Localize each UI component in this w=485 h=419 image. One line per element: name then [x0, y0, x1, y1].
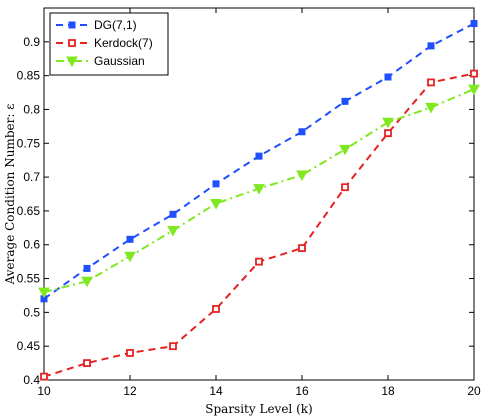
- legend-label: Kerdock(7): [94, 36, 153, 50]
- y-tick-label: 0.75: [17, 136, 41, 150]
- data-point: [470, 20, 478, 28]
- data-point: [83, 359, 91, 367]
- axis-ticks: 10 12 14 16 18 20 0.4 0.45 0.5 0.55 0.6 0.65 0.7 0.75…: [17, 8, 481, 398]
- data-point: [384, 129, 392, 138]
- legend-item: DG(7,1): [56, 18, 137, 32]
- data-point: [298, 244, 306, 253]
- data-point: [427, 78, 435, 87]
- x-tick-label: 14: [209, 384, 223, 398]
- y-tick-label: 0.6: [23, 238, 40, 252]
- legend-marker: [68, 39, 76, 47]
- x-tick-label: 16: [295, 384, 309, 398]
- series-layer: [38, 20, 480, 381]
- data-point: [382, 117, 394, 129]
- data-point: [169, 210, 177, 218]
- legend-item: Gaussian: [56, 54, 145, 68]
- legend-marker: [66, 56, 78, 68]
- y-tick-label: 0.85: [17, 69, 41, 83]
- series-dg-7-1: [40, 20, 478, 303]
- data-point: [38, 287, 50, 299]
- data-point: [255, 152, 263, 160]
- x-axis-label: Sparsity Level (k): [205, 402, 312, 416]
- data-point: [124, 251, 136, 263]
- data-point: [83, 264, 91, 272]
- data-point: [427, 42, 435, 50]
- legend: DG(7,1) Kerdock(7) Gaussian: [49, 12, 169, 76]
- y-tick-label: 0.9: [23, 35, 40, 49]
- legend-label: Gaussian: [94, 54, 145, 68]
- y-tick-label: 0.4: [23, 373, 40, 387]
- x-tick-label: 20: [467, 384, 481, 398]
- data-point: [167, 226, 179, 237]
- data-point: [126, 349, 134, 357]
- data-point: [296, 170, 308, 182]
- data-point: [255, 257, 263, 266]
- data-point: [425, 102, 437, 114]
- series-gaussian: [38, 84, 480, 299]
- y-axis-label: Average Condition Number: ε: [3, 104, 17, 286]
- data-point: [470, 69, 478, 78]
- data-point: [212, 180, 220, 188]
- data-point: [212, 305, 220, 313]
- x-tick-label: 18: [381, 384, 395, 398]
- legend-label: DG(7,1): [94, 18, 137, 32]
- y-tick-label: 0.8: [23, 102, 40, 116]
- x-tick-label: 12: [123, 384, 137, 398]
- data-point: [468, 84, 480, 96]
- data-point: [40, 372, 48, 381]
- series-kerdock-7: [40, 69, 478, 381]
- data-point: [126, 235, 134, 243]
- data-point: [341, 97, 349, 105]
- y-tick-label: 0.45: [17, 339, 41, 353]
- data-point: [81, 276, 93, 288]
- data-point: [298, 128, 306, 136]
- y-tick-label: 0.7: [23, 170, 40, 184]
- data-point: [384, 73, 392, 81]
- legend-marker: [68, 21, 76, 29]
- data-point: [169, 342, 177, 351]
- y-tick-label: 0.55: [17, 272, 41, 286]
- data-point: [210, 198, 222, 210]
- y-tick-label: 0.5: [23, 305, 40, 319]
- data-point: [341, 183, 349, 192]
- data-point: [253, 184, 265, 195]
- x-tick-label: 10: [37, 384, 51, 398]
- legend-item: Kerdock(7): [56, 36, 153, 50]
- data-point: [339, 144, 351, 156]
- y-tick-label: 0.65: [17, 204, 41, 218]
